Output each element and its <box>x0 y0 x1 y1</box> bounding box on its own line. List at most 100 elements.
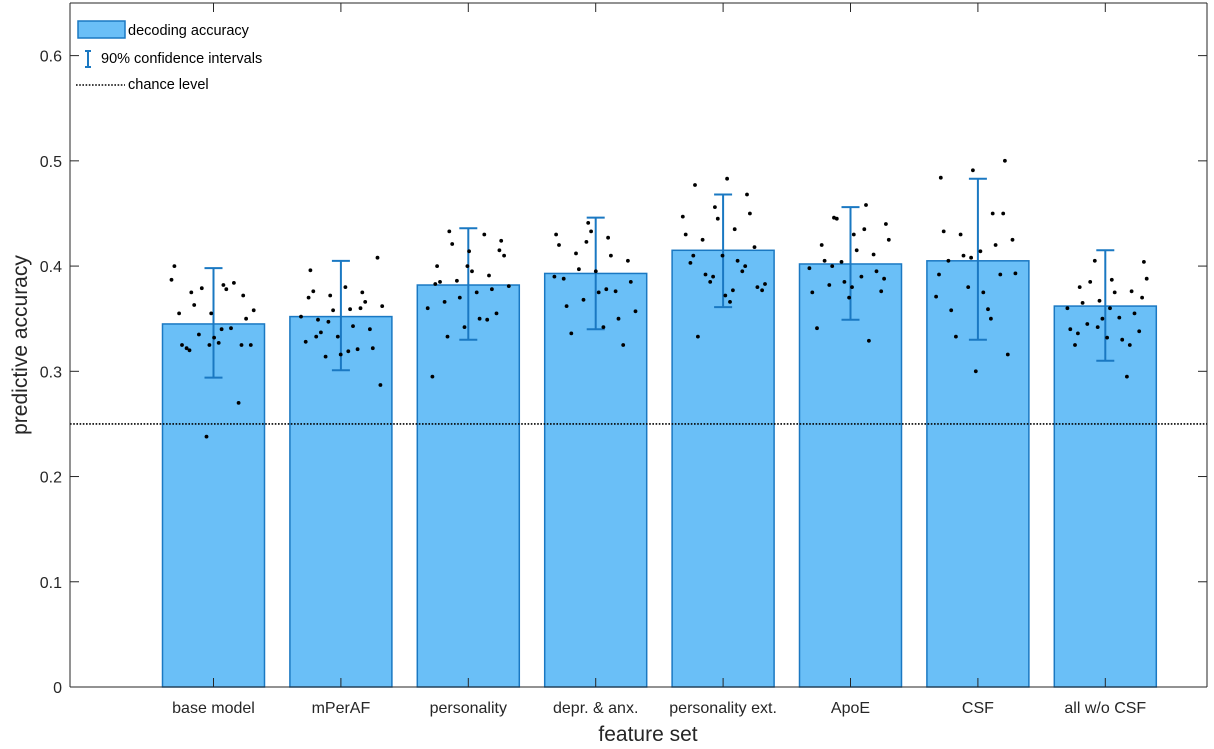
data-point-4-21 <box>723 293 728 298</box>
x-tick-label-2: personality <box>430 700 507 717</box>
data-point-4-24 <box>711 274 715 279</box>
data-point-4-22 <box>691 253 696 258</box>
data-point-2-2 <box>467 249 471 254</box>
data-point-3-15 <box>609 253 613 258</box>
data-point-5-12 <box>815 326 819 331</box>
data-point-0-11 <box>236 401 241 405</box>
data-point-1-16 <box>299 314 303 319</box>
data-point-2-23 <box>465 264 470 268</box>
data-point-1-1 <box>360 290 365 295</box>
data-point-6-13 <box>1005 352 1010 357</box>
data-point-1-0 <box>308 268 313 273</box>
data-point-4-18 <box>735 258 740 263</box>
data-point-1-9 <box>355 347 360 352</box>
data-point-6-14 <box>973 369 978 374</box>
data-point-6-1 <box>971 168 975 173</box>
data-point-7-10 <box>1073 343 1077 347</box>
data-point-2-25 <box>485 317 490 322</box>
data-point-6-2 <box>938 175 943 180</box>
error-bar-4 <box>714 193 733 309</box>
data-point-1-13 <box>311 289 316 294</box>
data-point-2-19 <box>425 306 430 311</box>
data-point-5-2 <box>884 222 888 226</box>
bar-7 <box>1053 305 1158 688</box>
data-point-3-10 <box>601 325 606 329</box>
data-point-2-6 <box>506 284 511 288</box>
data-point-0-12 <box>204 434 209 439</box>
data-point-6-10 <box>934 294 938 299</box>
data-point-0-21 <box>251 308 256 313</box>
data-point-5-18 <box>874 269 879 274</box>
data-point-1-26 <box>314 334 319 339</box>
data-point-0-15 <box>192 303 197 307</box>
data-point-6-4 <box>958 232 963 237</box>
data-point-1-8 <box>303 339 308 344</box>
bar-3 <box>543 272 648 688</box>
data-point-7-15 <box>1080 301 1085 305</box>
data-point-6-22 <box>969 255 973 260</box>
data-point-0-14 <box>224 287 229 292</box>
x-tick-label-4: personality ext. <box>669 700 777 717</box>
data-point-4-3 <box>713 205 717 210</box>
data-point-3-12 <box>621 343 626 347</box>
data-point-0-2 <box>189 290 194 295</box>
y-axis-title: predictive accuracy <box>9 255 32 435</box>
data-point-0-4 <box>209 311 214 316</box>
y-tick-label-6: 0.6 <box>40 49 62 66</box>
x-tick-label-5: ApoE <box>831 700 870 717</box>
data-point-1-10 <box>323 354 328 359</box>
data-point-0-8 <box>248 343 253 347</box>
data-point-0-25 <box>207 343 212 347</box>
bar-0 <box>161 323 266 688</box>
data-point-6-6 <box>978 249 983 254</box>
data-point-0-16 <box>244 316 249 321</box>
data-point-6-8 <box>998 272 1003 277</box>
data-point-0-1 <box>221 283 226 287</box>
error-bar-1 <box>331 259 350 372</box>
data-point-7-21 <box>1140 295 1144 300</box>
error-bar-3 <box>586 216 605 331</box>
data-point-5-10 <box>879 289 884 294</box>
data-point-0-19 <box>232 281 236 285</box>
data-point-2-4 <box>487 273 491 278</box>
data-point-2-7 <box>474 290 479 295</box>
y-tick-label-3: 0.3 <box>40 364 62 381</box>
data-point-5-8 <box>859 274 864 279</box>
data-point-2-21 <box>445 334 450 339</box>
data-point-5-17 <box>822 258 827 263</box>
data-point-7-23 <box>1076 331 1080 336</box>
x-tick-label-7: all w/o CSF <box>1064 700 1146 717</box>
data-point-6-3 <box>990 211 995 216</box>
x-tick-label-1: mPerAF <box>312 700 371 717</box>
data-point-0-24 <box>239 343 244 347</box>
data-point-7-3 <box>1129 289 1134 294</box>
data-point-7-7 <box>1085 322 1090 326</box>
data-point-3-7 <box>613 289 618 294</box>
tick-labels: 0 0.1 0.2 0.3 0.4 0.5 0.6 base model mPerAF perso… <box>40 49 1147 717</box>
data-point-2-17 <box>490 287 494 292</box>
data-point-2-10 <box>462 325 467 329</box>
data-point-1-14 <box>363 300 368 304</box>
data-point-0-23 <box>187 348 192 353</box>
data-point-1-4 <box>348 307 352 312</box>
data-point-7-5 <box>1065 306 1070 311</box>
data-point-1-5 <box>316 317 320 322</box>
data-point-2-16 <box>438 280 442 284</box>
bar-5 <box>798 263 903 688</box>
data-point-5-15 <box>886 237 891 242</box>
legend-label-ci: 90% confidence intervals <box>101 51 262 67</box>
data-point-4-14 <box>696 334 700 339</box>
data-point-7-4 <box>1097 298 1102 303</box>
data-point-1-21 <box>306 295 311 300</box>
data-point-7-8 <box>1137 329 1142 334</box>
y-tick-label-4: 0.4 <box>40 259 62 276</box>
data-point-5-13 <box>867 338 871 343</box>
data-point-0-17 <box>212 335 217 340</box>
bar-4 <box>671 249 775 688</box>
data-point-1-11 <box>375 255 380 260</box>
data-point-5-3 <box>851 232 856 237</box>
data-point-6-0 <box>1003 158 1007 163</box>
data-point-4-13 <box>728 300 732 304</box>
legend-label-accuracy: decoding accuracy <box>128 23 250 39</box>
